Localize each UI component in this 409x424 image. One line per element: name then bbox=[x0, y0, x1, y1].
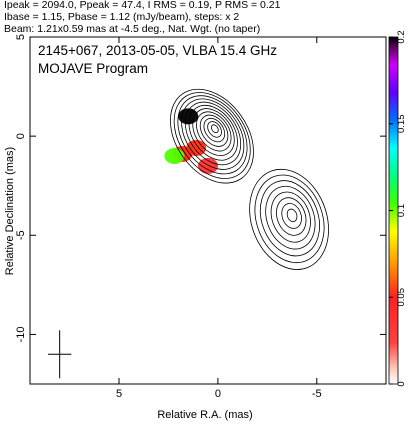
contour-jet-region-5 bbox=[276, 197, 307, 236]
contour-core-3 bbox=[181, 98, 245, 170]
contour-core-2 bbox=[177, 95, 248, 175]
contour-jet-region-3 bbox=[265, 185, 316, 250]
tick-layer: 5 0 -5 5 0 -5 -10 bbox=[15, 34, 386, 400]
contour-core-11 bbox=[210, 124, 219, 134]
cb-tick-label-3: 0.15 bbox=[396, 115, 407, 134]
plot-frame bbox=[29, 36, 387, 385]
contour-core-0 bbox=[170, 88, 254, 184]
component-core bbox=[170, 88, 254, 184]
cb-tick-label-2: 0.1 bbox=[396, 204, 407, 217]
contour-jet-region-1 bbox=[254, 174, 325, 264]
header-line-3: Beam: 1.21x0.59 mas at -4.5 deg., Nat. W… bbox=[4, 23, 260, 35]
cb-tick-label-4: 0.2 bbox=[396, 30, 407, 43]
y-tick-label--10: -10 bbox=[15, 326, 27, 342]
contour-jet-region-2 bbox=[259, 180, 320, 257]
component-jet-region bbox=[249, 168, 329, 270]
contour-core-5 bbox=[188, 105, 238, 161]
contour-core-10 bbox=[207, 121, 222, 138]
y-tick-label--5: -5 bbox=[15, 230, 27, 240]
header-line-2: Ibase = 1.15, Pbase = 1.12 (mJy/beam), s… bbox=[4, 11, 239, 23]
header-line-1: Ipeak = 2094.0, Ppeak = 47.4, I RMS = 0.… bbox=[4, 0, 281, 11]
contour-core-8 bbox=[199, 114, 229, 147]
contour-jet-region-7 bbox=[286, 208, 298, 223]
plot-area: 5 0 -5 5 0 -5 -10 bbox=[15, 34, 387, 400]
cb-tick-label-0: 0 bbox=[396, 381, 407, 386]
x-tick-label--5: -5 bbox=[312, 388, 322, 400]
y-tick-label-0: 0 bbox=[15, 133, 27, 139]
beam-marker bbox=[47, 330, 72, 379]
colorbar-ticks: 0 0.05 0.1 0.15 0.2 bbox=[389, 30, 407, 387]
colorbar: 0 0.05 0.1 0.15 0.2 bbox=[388, 30, 407, 387]
contour-core-7 bbox=[196, 111, 232, 152]
chart-title: 2145+067, 2013-05-05, VLBA 15.4 GHz bbox=[38, 43, 277, 58]
y-axis-label: Relative Declination (mas) bbox=[4, 147, 16, 275]
contour-core-1 bbox=[173, 92, 251, 179]
contour-jet-region-6 bbox=[281, 203, 302, 229]
chart-subtitle: MOJAVE Program bbox=[38, 61, 148, 76]
x-tick-label-0: 0 bbox=[215, 388, 221, 400]
y-tick-label-5: 5 bbox=[15, 34, 27, 40]
contour-layer bbox=[170, 88, 329, 270]
cb-tick-label-1: 0.05 bbox=[396, 288, 407, 307]
x-tick-label-5: 5 bbox=[116, 388, 122, 400]
x-axis-label: Relative R.A. (mas) bbox=[157, 409, 252, 421]
pol-pixel-2 bbox=[164, 147, 185, 164]
contour-core-4 bbox=[184, 101, 242, 166]
contour-core-9 bbox=[203, 117, 226, 143]
contour-core-6 bbox=[192, 108, 235, 156]
